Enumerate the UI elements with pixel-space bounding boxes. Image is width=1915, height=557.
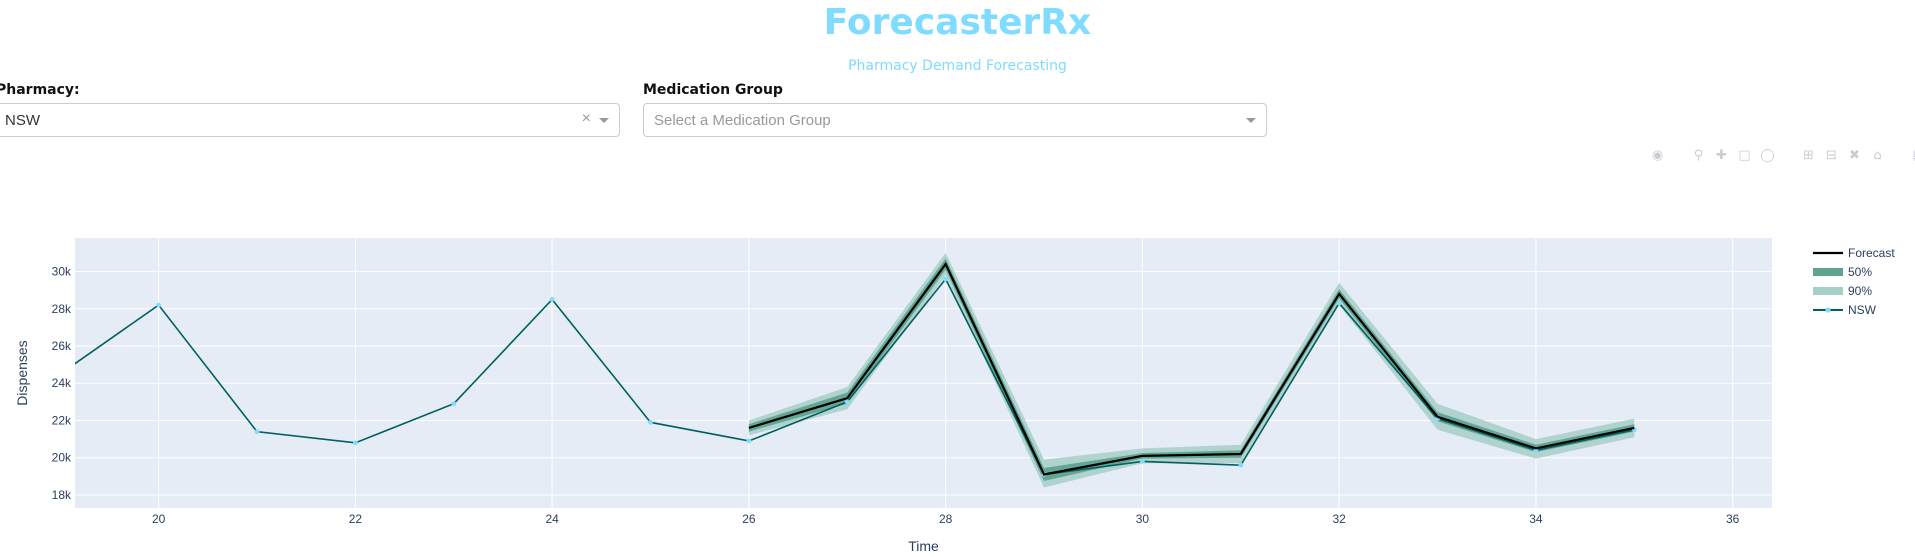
actual-point [648,419,653,425]
plotly-logo-icon[interactable]: ▦ [1911,148,1915,163]
actual-point [844,399,850,405]
x-tick-label: 20 [152,512,166,526]
actual-point [1139,459,1145,464]
actual-point [254,429,260,435]
x-axis-label: Time [908,538,939,554]
zoom-out-icon[interactable]: ⊟ [1826,148,1837,163]
legend-label: Forecast [1848,246,1895,260]
chart-modebar: ◉ ⚲ ✚ □ ◯ ⊞ ⊟ ✖ ⌂ ▦ [1650,148,1915,166]
actual-point [549,297,555,302]
legend-label: 90% [1848,284,1872,298]
pharmacy-dropdown[interactable]: NSW × [0,103,620,137]
zoom-in-icon[interactable]: ⊞ [1803,148,1814,163]
x-axis-ticks: 20 22 24 26 28 30 32 34 36 [152,512,1740,526]
zoom-icon[interactable]: ⚲ [1693,148,1704,163]
medication-group-dropdown[interactable]: Select a Medication Group [643,103,1267,137]
chevron-down-icon[interactable] [1246,118,1256,123]
y-tick-label: 26k [52,339,72,353]
autoscale-icon[interactable]: ✖ [1849,148,1860,163]
camera-icon[interactable]: ◉ [1651,148,1664,163]
legend-item[interactable]: 90% [1813,284,1872,298]
x-tick-label: 28 [939,512,953,526]
legend[interactable]: Forecast 50% 90% NSW [1813,246,1895,317]
actual-point [156,302,162,308]
x-tick-label: 32 [1332,512,1346,526]
y-tick-label: 18k [52,488,72,502]
y-tick-label: 24k [52,376,72,390]
legend-label: NSW [1848,303,1877,317]
y-axis-label: Dispenses [14,340,30,405]
actual-point [451,401,457,407]
y-tick-label: 20k [52,451,72,465]
lasso-icon[interactable]: ◯ [1760,148,1775,163]
app-subtitle: Pharmacy Demand Forecasting [848,58,1067,74]
y-tick-label: 22k [52,413,72,427]
legend-label: 50% [1848,265,1872,279]
x-tick-label: 26 [742,512,756,526]
actual-point [1238,462,1244,468]
clear-icon[interactable]: × [581,110,591,127]
actual-point [1336,300,1342,306]
pharmacy-label: Pharmacy: [0,82,80,98]
pan-icon[interactable]: ✚ [1716,148,1727,163]
app-title: ForecasterRx [823,2,1092,43]
y-tick-label: 30k [52,265,72,279]
box-select-icon[interactable]: □ [1738,148,1751,163]
legend-item[interactable]: 50% [1813,265,1872,279]
x-tick-label: 30 [1136,512,1150,526]
x-tick-label: 34 [1529,512,1543,526]
medication-group-label: Medication Group [643,82,783,98]
x-tick-label: 22 [349,512,363,526]
legend-item[interactable]: NSW [1813,303,1877,317]
pharmacy-selected-value: NSW [5,112,40,129]
plot-area [75,238,1772,508]
forecast-series-layer [748,261,1635,476]
x-tick-label: 24 [545,512,559,526]
grid-lines [75,238,1772,508]
legend-item[interactable]: Forecast [1813,246,1895,260]
forecast-line [748,261,1635,476]
medication-group-placeholder: Select a Medication Group [654,112,831,129]
actual-point [352,440,358,446]
chevron-down-icon[interactable] [599,118,609,123]
y-axis-ticks: 18k 20k 22k 24k 26k 28k 30k [52,265,72,502]
x-tick-label: 36 [1726,512,1740,526]
actual-point [943,276,949,282]
actual-point [746,438,752,444]
y-tick-label: 28k [52,302,72,316]
reset-axes-icon[interactable]: ⌂ [1873,148,1882,163]
